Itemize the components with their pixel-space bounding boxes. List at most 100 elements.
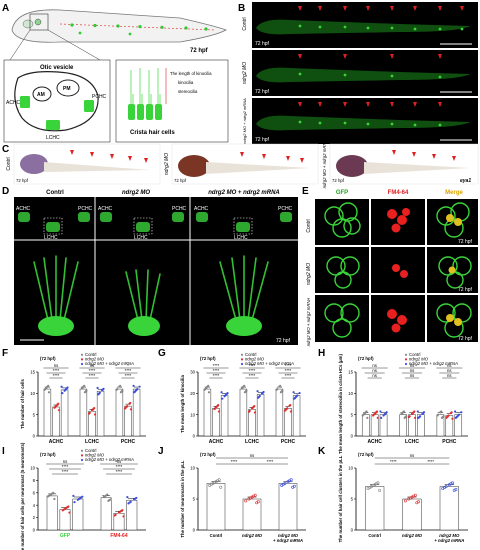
legend-marker <box>80 362 84 366</box>
data-point <box>416 410 419 413</box>
legend-marker <box>404 358 408 361</box>
y-tick-label: 0 <box>33 434 36 439</box>
data-point <box>376 481 380 485</box>
panel-a-age: 72 hpf <box>190 48 209 54</box>
panel-b-row-2: ndrg2 MO 72 hpf <box>242 50 478 96</box>
data-point <box>379 410 382 413</box>
x-tick-label: LCHC <box>85 439 99 445</box>
neuromast-dots <box>70 23 208 36</box>
legend-marker <box>80 454 84 457</box>
significance-label: **** <box>62 469 69 474</box>
data-point <box>207 384 210 387</box>
data-point <box>413 493 417 497</box>
am-label: AM <box>37 92 45 98</box>
panel-label-k: K <box>318 446 326 457</box>
eye-shape <box>22 19 34 29</box>
bar <box>60 389 69 437</box>
data-point <box>437 413 440 416</box>
panel-label-j: J <box>158 446 164 457</box>
data-point <box>385 411 388 414</box>
d-col-3: ndrg2 MO + ndrg2 mRNA <box>208 190 280 196</box>
e-row-3: ndrg2 MO + ndrg2 mRNA <box>306 297 311 346</box>
bar <box>242 498 262 531</box>
data-point <box>219 485 223 489</box>
significance-label: ns <box>447 373 452 378</box>
data-point <box>129 401 132 405</box>
y-tick-label: 10 <box>30 391 35 396</box>
significance-label: **** <box>231 459 238 464</box>
pchc-label: PCHC <box>92 94 107 100</box>
y-tick-label: 0 <box>351 434 354 439</box>
data-point <box>376 416 379 419</box>
legend-marker <box>80 449 84 452</box>
data-point <box>109 498 112 501</box>
y-axis-label: The number of hair cell clusters in the … <box>338 455 343 542</box>
legend-marker <box>80 353 84 356</box>
legend-marker <box>240 362 244 366</box>
legend-label: Contrl <box>409 352 421 357</box>
data-point <box>451 417 454 420</box>
b-row-label-3: ndrg2 MO + ndrg2 mRNA <box>242 98 247 144</box>
bar <box>132 388 141 437</box>
panel-label-d: D <box>2 186 9 197</box>
data-point <box>47 384 50 387</box>
panel-label-g: G <box>158 348 166 359</box>
e-col-gfp: GFP <box>336 190 348 196</box>
bar <box>115 388 124 437</box>
data-point <box>405 415 408 418</box>
data-point <box>366 416 369 419</box>
data-point <box>422 411 426 414</box>
data-point <box>298 391 301 395</box>
d-achc-1: ACHC <box>16 206 31 212</box>
data-point <box>119 384 122 387</box>
y-tick-label: 10 <box>190 466 195 471</box>
data-point <box>460 411 463 414</box>
stereocilia-label: stereocilia <box>178 89 198 94</box>
data-point <box>67 505 70 508</box>
significance-label: ns <box>372 368 377 373</box>
b-age-3: 72 hpf <box>255 137 270 143</box>
y-tick-label: 30 <box>190 370 195 375</box>
panel-d: D Contrl ndrg2 MO ndrg2 MO + ndrg2 mRNA … <box>2 186 298 345</box>
otic-vesicle-box: Otic vesicle AM PM ACHC PCHC LCHC <box>3 59 111 143</box>
x-tick-label: + ndrg2 mRNA <box>273 538 303 543</box>
bar <box>417 414 425 437</box>
significance-label: **** <box>285 368 292 373</box>
data-point <box>450 411 453 414</box>
data-point <box>258 394 261 398</box>
chart-panel-h: H 0 5 10 15 The mean length of stereocilia i… <box>318 348 468 454</box>
chart-panel-k: K 0 5 10 The number of hair cell clusters i… <box>318 446 468 543</box>
significance-label: ns <box>372 373 377 378</box>
data-point <box>85 389 88 392</box>
lchc-label: LCHC <box>46 135 60 141</box>
d-pchc-3: PCHC <box>278 206 293 212</box>
age-label: (72 hpf) <box>358 356 374 361</box>
d-lchc-3: LCHC <box>234 235 248 241</box>
data-point <box>378 488 382 492</box>
data-point <box>52 491 55 494</box>
data-point <box>253 405 256 408</box>
significance-label: **** <box>53 368 60 373</box>
c-label-1: Contrl <box>6 157 12 170</box>
pm-label: PM <box>63 86 71 92</box>
data-point <box>296 394 299 397</box>
e-age-1: 72 hpf <box>458 239 473 245</box>
legend-label: ndrg2 MO <box>85 453 105 458</box>
x-tick-label: PCHC <box>281 439 296 445</box>
x-tick-label: ACHC <box>367 439 382 445</box>
panel-b: B Contrl 72 hpf ndrg2 MO 72 hpf ndrg2 MO… <box>238 2 478 144</box>
panel-b-row-1: Contrl 72 hpf <box>242 2 478 48</box>
y-tick-label: 0 <box>193 528 196 533</box>
data-point <box>217 478 221 482</box>
data-point <box>375 410 379 413</box>
d-pchc-2: PCHC <box>172 206 187 212</box>
crista-title: Crista hair cells <box>130 130 175 136</box>
age-label: (72 hpf) <box>200 452 216 457</box>
data-point <box>451 481 455 485</box>
significance-label: **** <box>213 363 220 368</box>
fish-schematic <box>11 9 227 43</box>
data-point <box>292 391 295 394</box>
d-lchc-1: LCHC <box>44 235 58 241</box>
data-point <box>403 499 407 503</box>
data-point <box>245 389 248 392</box>
